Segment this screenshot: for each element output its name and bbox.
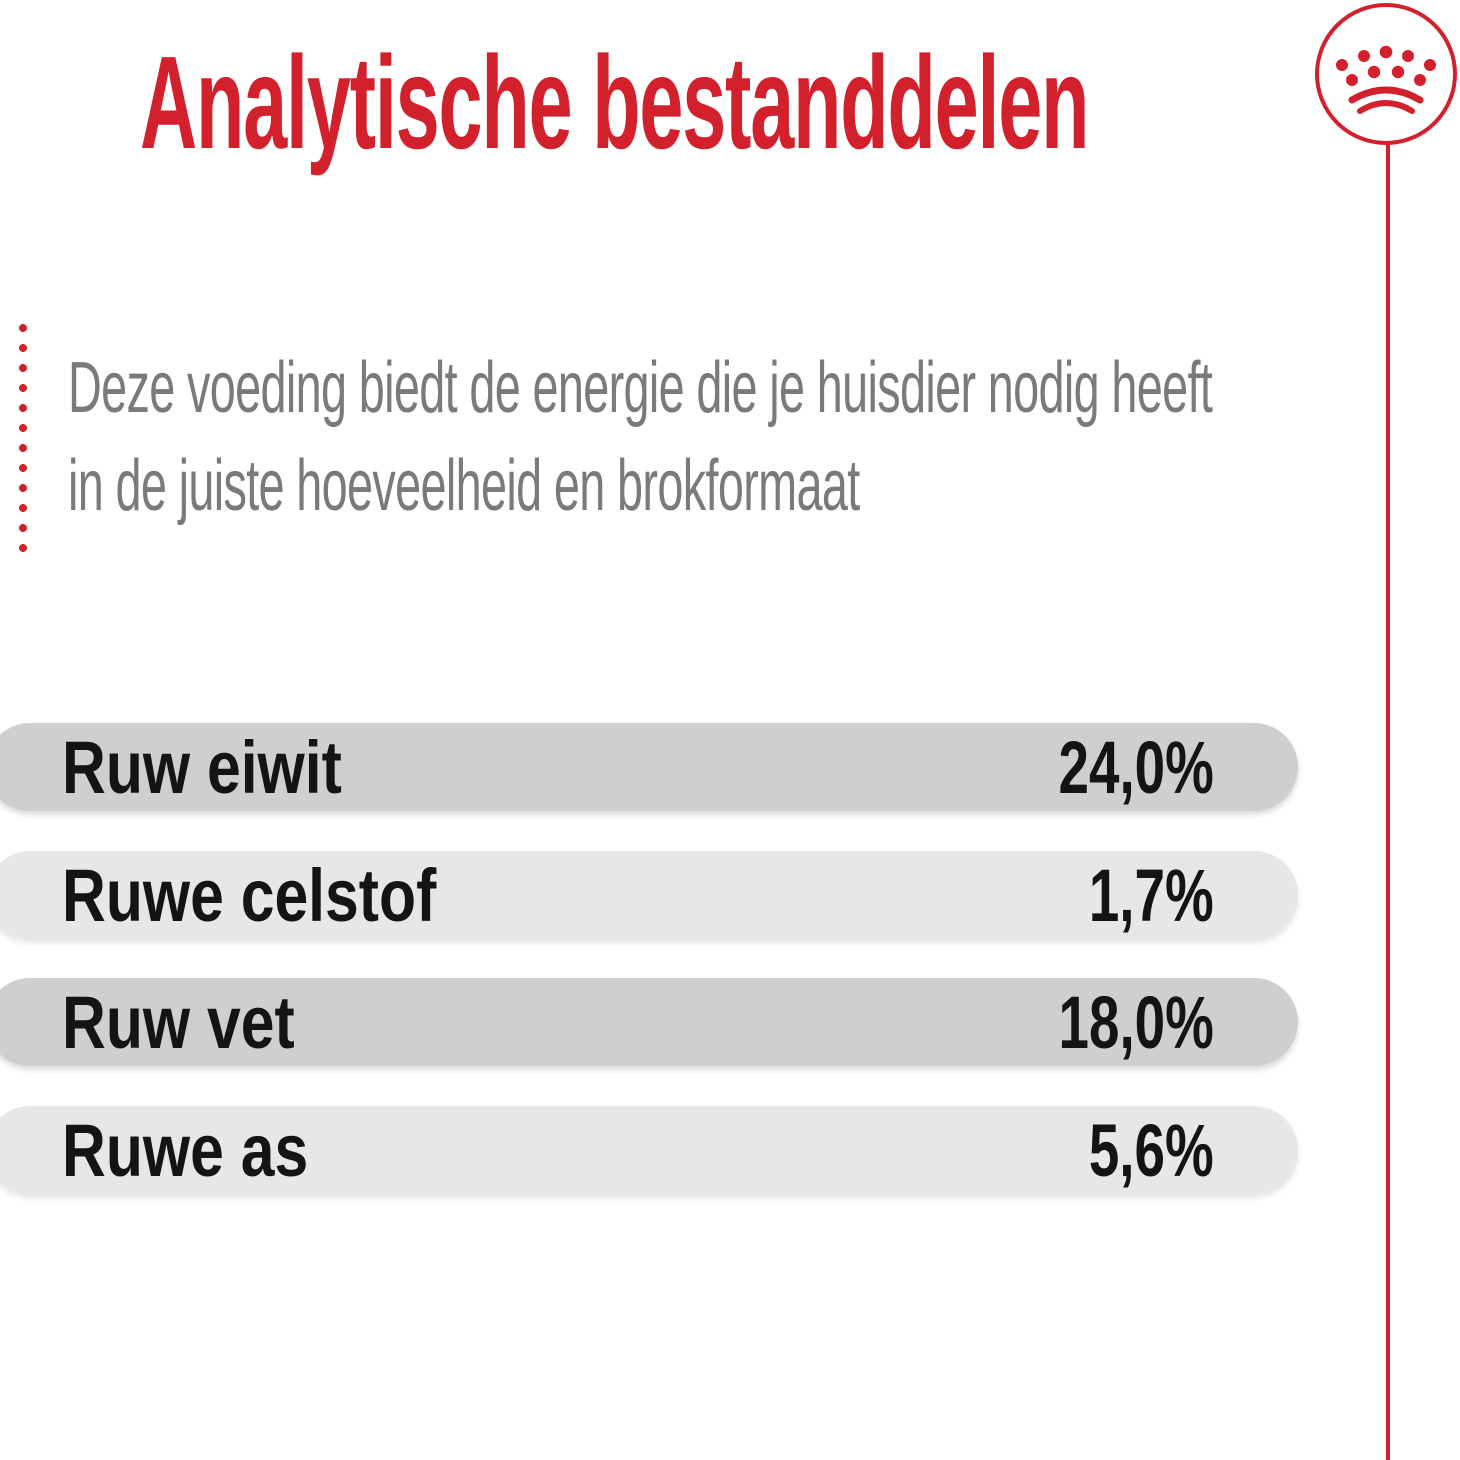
- nutrient-label: Ruwe celstof: [62, 853, 437, 937]
- table-row: Ruw eiwit 24,0%: [0, 723, 1298, 811]
- description-paragraph: Deze voeding biedt de energie die je hui…: [68, 339, 1460, 535]
- nutrient-value: 5,6%: [1089, 1108, 1214, 1192]
- royal-canin-crown-icon: [1315, 3, 1457, 145]
- nutrient-value: 1,7%: [1089, 853, 1214, 937]
- nutrient-value: 18,0%: [1058, 980, 1214, 1064]
- description-line: in de juiste hoeveelheid en brokformaat: [68, 446, 860, 526]
- table-row: Ruw vet 18,0%: [0, 978, 1298, 1066]
- dotted-accent-rule: [18, 322, 28, 558]
- vertical-divider-line: [1386, 141, 1390, 1460]
- nutrient-label: Ruw vet: [62, 980, 295, 1064]
- description-line: Deze voeding biedt de energie die je hui…: [68, 348, 1213, 428]
- nutrient-label: Ruw eiwit: [62, 725, 342, 809]
- table-row: Ruwe celstof 1,7%: [0, 851, 1298, 939]
- page-title: Analytische bestanddelen: [140, 29, 1089, 176]
- nutrient-value: 24,0%: [1058, 725, 1214, 809]
- nutrient-label: Ruwe as: [62, 1108, 309, 1192]
- table-row: Ruwe as 5,6%: [0, 1106, 1298, 1194]
